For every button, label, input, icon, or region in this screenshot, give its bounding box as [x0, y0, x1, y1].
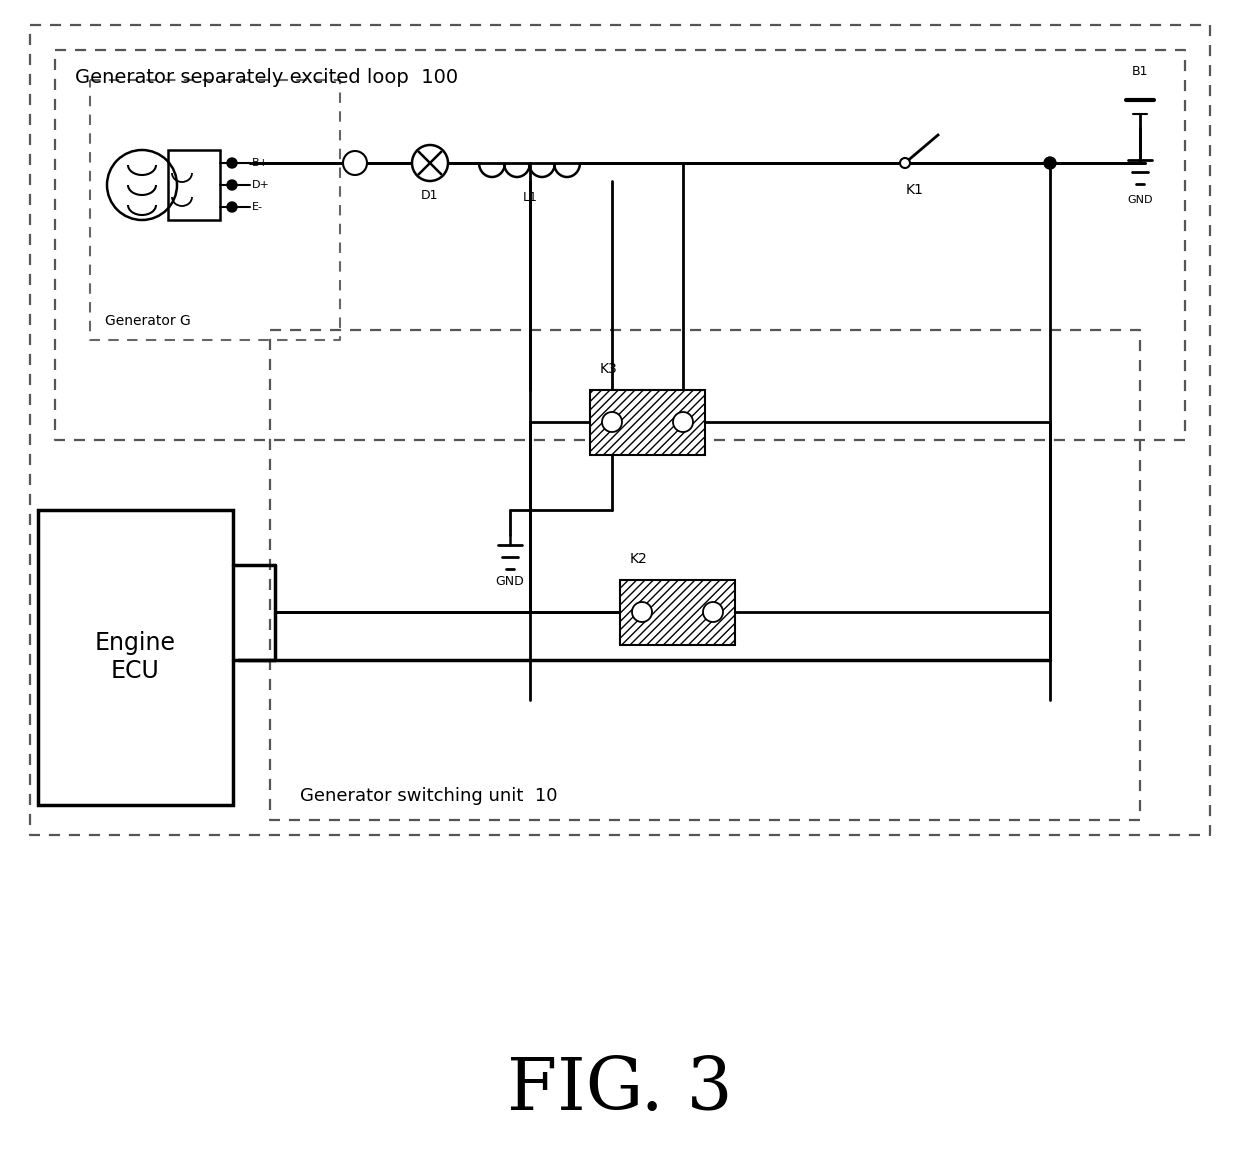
Bar: [590, 391, 706, 455]
Text: D1: D1: [422, 189, 439, 202]
Text: L1: L1: [522, 191, 537, 204]
Text: E-: E-: [252, 202, 263, 212]
Circle shape: [673, 412, 693, 432]
Circle shape: [343, 151, 367, 175]
Circle shape: [227, 158, 237, 168]
Text: K2: K2: [630, 552, 647, 566]
Text: Generator G: Generator G: [105, 314, 191, 328]
Circle shape: [632, 602, 652, 622]
Text: K1: K1: [906, 183, 924, 197]
Circle shape: [601, 412, 622, 432]
Bar: [167, 150, 219, 220]
Text: Generator separately excited loop  100: Generator separately excited loop 100: [74, 68, 458, 88]
Circle shape: [1044, 157, 1056, 169]
Text: GND: GND: [496, 575, 525, 588]
Text: D+: D+: [252, 180, 270, 190]
Circle shape: [900, 158, 910, 168]
Text: Generator switching unit  10: Generator switching unit 10: [300, 787, 558, 805]
Circle shape: [227, 202, 237, 212]
Bar: [620, 579, 735, 645]
Text: FIG. 3: FIG. 3: [507, 1055, 733, 1126]
Text: K3: K3: [600, 362, 618, 376]
Circle shape: [412, 145, 448, 181]
Text: B+: B+: [252, 158, 269, 168]
Text: GND: GND: [1127, 195, 1153, 205]
Circle shape: [703, 602, 723, 622]
Text: Engine
ECU: Engine ECU: [94, 631, 176, 683]
Bar: [38, 510, 233, 805]
Circle shape: [227, 180, 237, 190]
Text: B1: B1: [1132, 65, 1148, 78]
